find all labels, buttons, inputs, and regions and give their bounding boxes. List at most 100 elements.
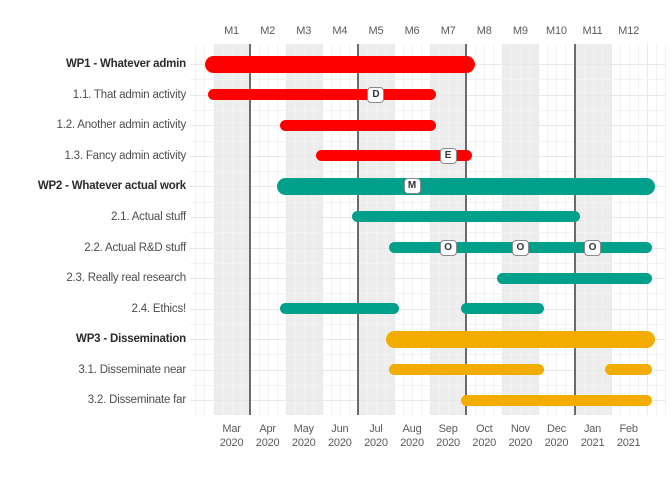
month-year-label: Nov 2020 — [496, 423, 544, 450]
month-label: Apr — [259, 423, 276, 435]
week-gridline — [240, 44, 242, 415]
week-gridline — [583, 44, 585, 415]
row-midline — [190, 232, 666, 234]
activity-bar — [460, 303, 544, 315]
row-midline — [190, 171, 666, 173]
month-index-label: M1 — [224, 25, 239, 37]
week-gridline — [664, 44, 666, 415]
week-gridline — [475, 44, 477, 415]
week-gridline — [276, 44, 278, 415]
week-gridline — [520, 44, 522, 415]
month-label: May — [293, 423, 314, 435]
quarter-line — [465, 44, 468, 415]
month-label: Mar — [222, 423, 241, 435]
month-index-label: M10 — [546, 25, 567, 37]
row-midline — [190, 384, 666, 386]
month-label: Nov — [510, 423, 530, 435]
row-midline — [190, 201, 666, 203]
year-label: 2020 — [472, 436, 497, 449]
week-gridline — [403, 44, 405, 415]
week-gridline — [637, 44, 639, 415]
month-year-label: Oct 2020 — [460, 423, 508, 450]
week-gridline — [195, 44, 197, 415]
activity-bar — [280, 119, 436, 131]
week-gridline — [529, 44, 531, 415]
week-gridline — [547, 44, 549, 415]
row-label: 1.1. That admin activity — [72, 88, 186, 101]
year-label: 2020 — [544, 436, 569, 449]
week-gridline — [421, 44, 423, 415]
row-label: 2.1. Actual stuff — [110, 210, 186, 223]
week-gridline — [339, 44, 341, 415]
month-index-label: M2 — [260, 25, 276, 37]
week-gridline — [231, 44, 233, 415]
activity-bar — [605, 364, 653, 376]
row-gridline — [190, 308, 666, 310]
week-gridline — [303, 44, 305, 415]
month-label: Feb — [619, 423, 638, 435]
week-gridline — [484, 44, 486, 415]
month-label: Jan — [583, 423, 602, 435]
year-label: 2020 — [328, 436, 352, 449]
month-gridline — [646, 44, 648, 415]
month-gridline — [394, 44, 395, 415]
month-gridline — [321, 44, 323, 415]
quarter-line — [248, 44, 251, 415]
month-index-label: M11 — [582, 25, 603, 37]
row-label: WP3 - Dissemination — [76, 333, 186, 346]
month-index-label: M12 — [618, 25, 640, 37]
month-gridline — [538, 44, 540, 415]
month-year-label: Aug 2020 — [388, 423, 436, 450]
week-gridline — [267, 44, 269, 415]
week-gridline — [655, 44, 657, 415]
week-gridline — [592, 44, 594, 415]
row-label: 3.1. Disseminate near — [78, 363, 186, 376]
year-label: 2020 — [436, 436, 460, 449]
month-index-label: M9 — [512, 25, 528, 37]
activity-bar — [280, 303, 400, 315]
week-gridline — [439, 44, 441, 415]
wp-bar — [385, 330, 656, 348]
week-gridline — [556, 44, 558, 415]
quarter-line — [573, 44, 576, 415]
month-year-label: Jul 2020 — [352, 423, 400, 450]
month-label: Aug — [402, 423, 422, 435]
month-label: Sep — [438, 423, 458, 435]
row-label: WP1 - Whatever admin — [66, 58, 186, 71]
activity-bar — [316, 150, 472, 162]
year-label: 2021 — [616, 436, 641, 449]
week-gridline — [412, 44, 414, 415]
quarter-line — [356, 44, 359, 415]
row-midline — [190, 354, 666, 356]
month-index-label: M5 — [368, 25, 384, 37]
month-year-label: Feb 2021 — [605, 423, 653, 450]
week-gridline — [375, 44, 377, 415]
wp-bar — [205, 55, 475, 73]
row-label: 1.2. Another admin activity — [56, 119, 187, 132]
week-gridline — [330, 44, 332, 415]
row-midline — [190, 323, 666, 325]
row-label: 3.2. Disseminate far — [87, 394, 186, 407]
month-year-label: Mar 2020 — [208, 423, 256, 450]
month-gridline — [502, 44, 504, 415]
milestone-chip: O — [584, 239, 602, 256]
week-gridline — [619, 44, 621, 415]
month-year-label: May 2020 — [280, 423, 328, 450]
week-gridline — [384, 44, 386, 415]
month-label: Oct — [475, 423, 493, 435]
row-label: 2.2. Actual R&D stuff — [84, 241, 186, 254]
milestone-chip: O — [511, 239, 529, 256]
month-year-label: Dec 2020 — [532, 423, 580, 450]
activity-bar — [388, 364, 544, 376]
row-label: 2.3. Really real research — [66, 272, 186, 285]
month-index-label: M6 — [404, 25, 420, 37]
activity-bar — [352, 211, 580, 223]
month-year-label: Jan 2021 — [569, 423, 617, 450]
week-gridline — [366, 44, 368, 415]
row-midline — [190, 79, 666, 81]
row-midline — [190, 140, 666, 142]
month-stripe — [285, 44, 322, 415]
week-gridline — [222, 44, 224, 415]
activity-bar — [208, 89, 436, 101]
